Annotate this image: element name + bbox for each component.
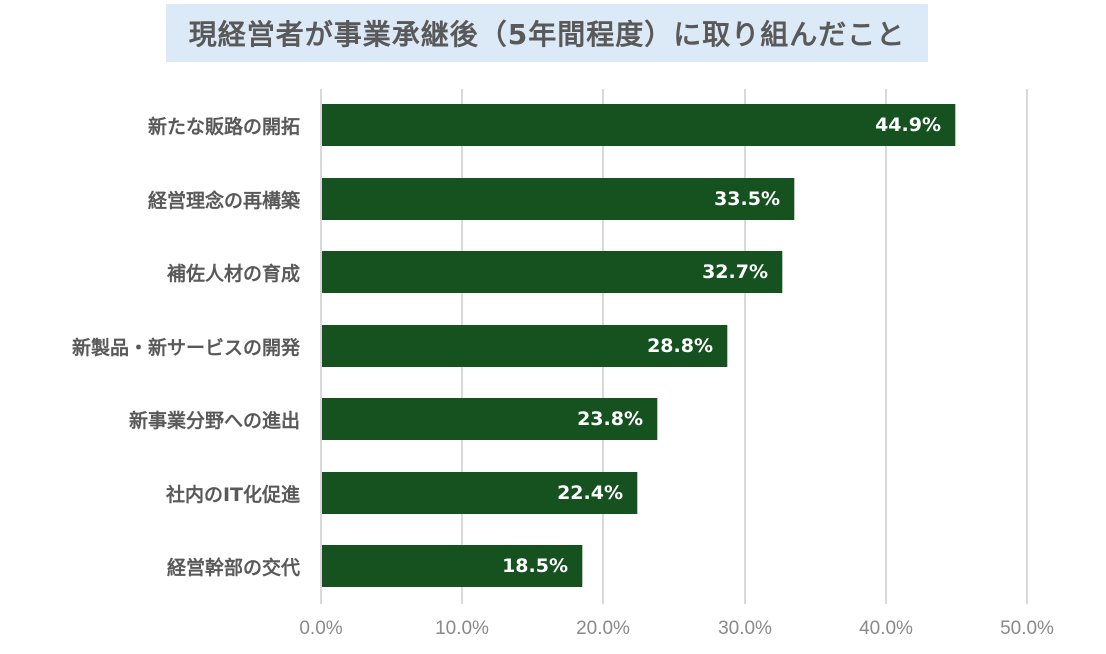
category-label: 経営幹部の交代 [166,556,300,579]
bar: 23.8% [322,398,658,440]
x-tick-label: 40.0% [859,618,913,639]
bar-value-label: 22.4% [557,482,623,504]
x-tick-label: 10.0% [435,618,489,639]
bar: 44.9% [322,104,956,146]
x-tick-label: 30.0% [718,618,772,639]
x-tick-label: 0.0% [299,618,343,639]
bar-value-label: 18.5% [502,555,568,577]
category-label: 経営理念の再構築 [147,189,300,212]
category-label: 新製品・新サービスの開発 [71,336,300,359]
category-label: 補佐人材の育成 [166,262,300,285]
chart-title-box: 現経営者が事業承継後（5年間程度）に取り組んだこと [166,4,928,62]
x-tick-label: 50.0% [1000,618,1054,639]
bar: 33.5% [322,178,795,220]
bar: 32.7% [322,251,783,293]
plot-area: 44.9% 33.5% 32.7% 28.8% 23.8% 22.4% 18.5… [320,89,1028,604]
bar-value-label: 44.9% [875,114,941,136]
bar-value-label: 28.8% [647,335,713,357]
category-label: 新たな販路の開拓 [147,115,300,138]
chart-title: 現経営者が事業承継後（5年間程度）に取り組んだこと [188,18,906,51]
bar: 18.5% [322,545,583,587]
category-label: 社内のIT化促進 [165,483,300,506]
gridline-0 [320,89,322,604]
x-tick-label: 20.0% [576,618,630,639]
gridline-40 [885,89,887,604]
gridline-50 [1026,89,1028,604]
category-label: 新事業分野への進出 [128,409,300,432]
bar-value-label: 32.7% [702,261,768,283]
bar-value-label: 23.8% [577,408,643,430]
bar: 28.8% [322,325,728,367]
bar-value-label: 33.5% [714,188,780,210]
bar: 22.4% [322,472,638,514]
gridline-30 [744,89,746,604]
